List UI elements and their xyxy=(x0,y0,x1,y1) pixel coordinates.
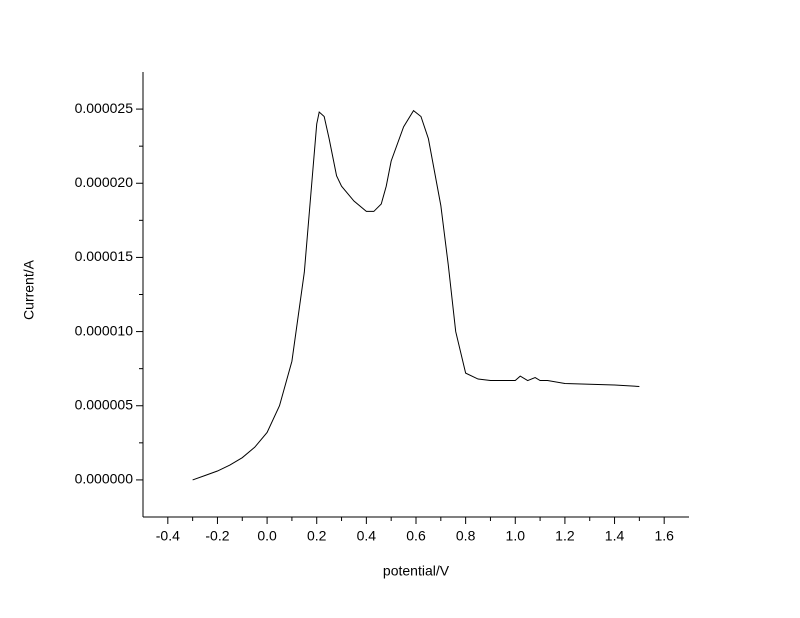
y-tick-label: 0.000020 xyxy=(75,174,134,190)
data-line xyxy=(192,109,640,481)
x-tick-label: 1.2 xyxy=(555,528,575,544)
y-tick-label: 0.000025 xyxy=(75,100,134,116)
y-axis-label: Current/A xyxy=(21,259,37,320)
y-tick-label: 0.000010 xyxy=(75,322,134,338)
x-tick-label: 1.6 xyxy=(654,528,674,544)
x-tick-label: 1.4 xyxy=(605,528,625,544)
y-tick-label: 0.000015 xyxy=(75,248,134,264)
y-tick-label: 0.000005 xyxy=(75,396,134,412)
x-tick-label: 0.2 xyxy=(307,528,327,544)
x-tick-label: 0.8 xyxy=(456,528,476,544)
x-tick-label: 0.0 xyxy=(257,528,277,544)
x-tick-label: 1.0 xyxy=(506,528,526,544)
x-tick-label: -0.2 xyxy=(205,528,229,544)
x-tick-label: -0.4 xyxy=(156,528,180,544)
x-tick-label: 0.6 xyxy=(406,528,426,544)
x-axis-label: potential/V xyxy=(383,563,450,579)
x-tick-label: 0.4 xyxy=(357,528,377,544)
y-tick-label: 0.000000 xyxy=(75,471,134,487)
